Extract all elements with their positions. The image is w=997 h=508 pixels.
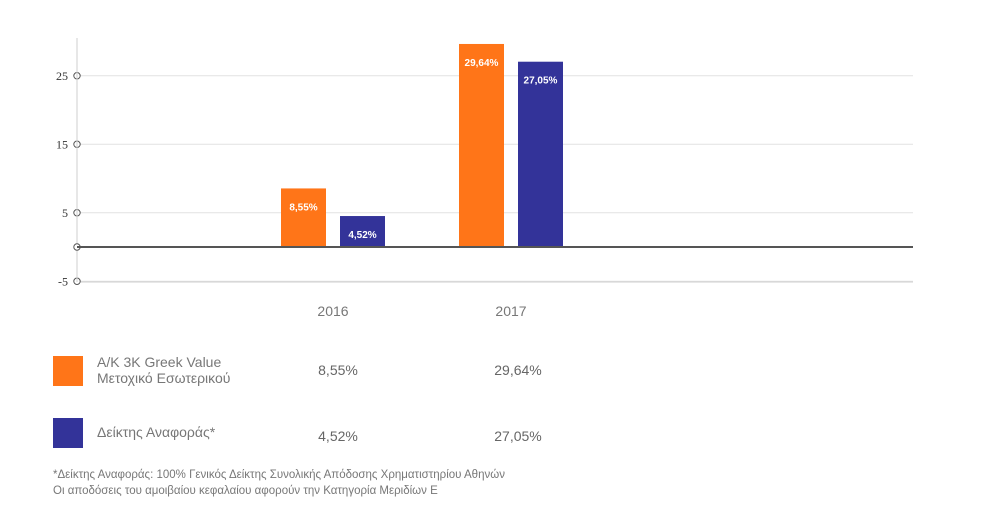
bar-data-label: 27,05% [524,76,558,87]
x-axis: 2016 2017 [317,303,526,319]
footnote-benchmark: *Δείκτης Αναφοράς: 100% Γενικός Δείκτης … [53,467,505,483]
bars: 8,55% 29,64% 4,52% 27,05% [77,44,913,247]
legend-label-fund-line1: A/K 3K Greek Value [97,354,297,370]
legend-value-benchmark-2016: 4,52% [293,428,383,444]
y-tick-label: 5 [62,206,68,220]
bar-data-label: 8,55% [289,202,317,213]
legend-swatch-benchmark [53,418,83,448]
legend-label-fund: A/K 3K Greek Value Μετοχικό Εσωτερικού [97,354,297,386]
y-axis: 25 15 5 -5 [56,38,80,288]
x-tick-label: 2017 [495,303,526,319]
footnotes: *Δείκτης Αναφοράς: 100% Γενικός Δείκτης … [53,467,505,499]
bar-data-label: 4,52% [348,230,376,241]
legend-label-fund-line2: Μετοχικό Εσωτερικού [97,370,297,386]
bar [459,44,504,247]
legend-value-benchmark-2017: 27,05% [473,428,563,444]
bar [518,62,563,247]
footnote-share-class: Οι αποδόσεις του αμοιβαίου κεφαλαίου αφο… [53,483,505,499]
legend-row-benchmark: Δείκτης Αναφοράς* 4,52% 27,05% [0,415,997,455]
y-tick-label: 25 [56,69,68,83]
bar-chart: 25 15 5 -5 8,55% 29,64% 4,52% 27,05% 2016 2017 [0,0,997,330]
legend-value-fund-2017: 29,64% [473,362,563,378]
x-tick-label: 2016 [317,303,348,319]
bar [281,188,326,247]
legend-label-benchmark-line1: Δείκτης Αναφοράς* [97,424,297,440]
legend-swatch-fund [53,356,83,386]
y-tick-label: -5 [58,274,68,288]
y-tick-label: 15 [56,137,68,151]
legend-label-benchmark: Δείκτης Αναφοράς* [97,424,297,440]
bar-data-label: 29,64% [465,58,499,69]
legend-value-fund-2016: 8,55% [293,362,383,378]
legend-row-fund: A/K 3K Greek Value Μετοχικό Εσωτερικού 8… [0,352,997,392]
